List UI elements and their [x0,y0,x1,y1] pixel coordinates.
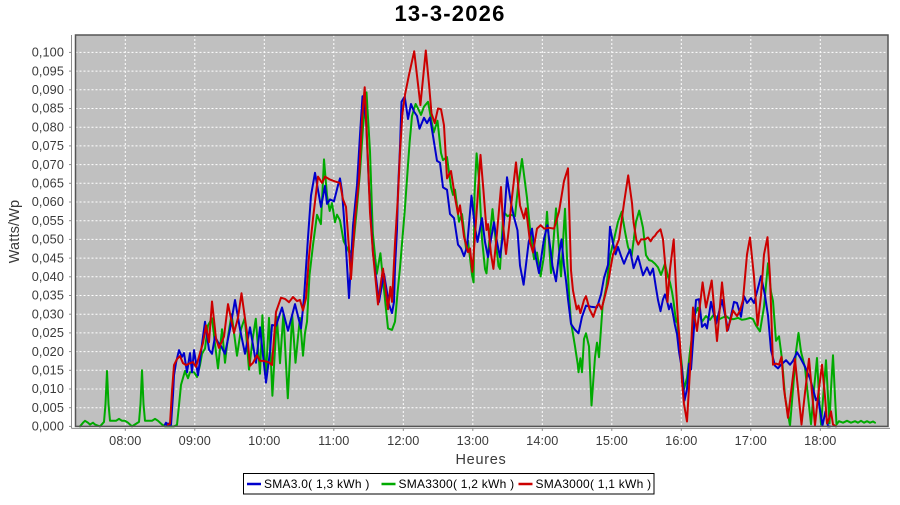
svg-text:16:00: 16:00 [665,434,697,448]
svg-text:0,000: 0,000 [32,420,64,434]
svg-text:0,020: 0,020 [32,345,64,359]
svg-text:18:00: 18:00 [804,434,836,448]
svg-text:0,040: 0,040 [32,270,64,284]
svg-text:0,095: 0,095 [32,64,64,78]
svg-text:Heures: Heures [456,452,507,468]
svg-text:09:00: 09:00 [179,434,211,448]
svg-text:15:00: 15:00 [596,434,628,448]
svg-text:12:00: 12:00 [387,434,419,448]
svg-text:0,015: 0,015 [32,364,64,378]
svg-text:0,065: 0,065 [32,177,64,191]
svg-text:17:00: 17:00 [735,434,767,448]
svg-text:0,025: 0,025 [32,326,64,340]
svg-text:SMA3300( 1,2 kWh ): SMA3300( 1,2 kWh ) [399,477,515,491]
svg-text:Watts/Wp: Watts/Wp [7,200,23,264]
svg-text:10:00: 10:00 [248,434,280,448]
svg-text:08:00: 08:00 [109,434,141,448]
svg-text:0,010: 0,010 [32,382,64,396]
svg-text:SMA3.0( 1,3 kWh ): SMA3.0( 1,3 kWh ) [264,477,370,491]
svg-text:0,070: 0,070 [32,158,64,172]
svg-text:0,050: 0,050 [32,233,64,247]
svg-text:14:00: 14:00 [526,434,558,448]
svg-text:0,100: 0,100 [32,46,64,60]
svg-text:SMA3000( 1,1 kWh ): SMA3000( 1,1 kWh ) [536,477,652,491]
svg-text:0,060: 0,060 [32,195,64,209]
svg-text:11:00: 11:00 [318,434,349,448]
svg-text:13:00: 13:00 [457,434,489,448]
svg-text:13-3-2026: 13-3-2026 [394,1,505,26]
svg-text:0,085: 0,085 [32,102,64,116]
svg-text:0,030: 0,030 [32,307,64,321]
svg-text:0,075: 0,075 [32,139,64,153]
svg-text:0,035: 0,035 [32,289,64,303]
svg-text:0,045: 0,045 [32,251,64,265]
svg-text:0,090: 0,090 [32,83,64,97]
svg-text:0,005: 0,005 [32,401,64,415]
svg-text:0,080: 0,080 [32,120,64,134]
svg-text:0,055: 0,055 [32,214,64,228]
